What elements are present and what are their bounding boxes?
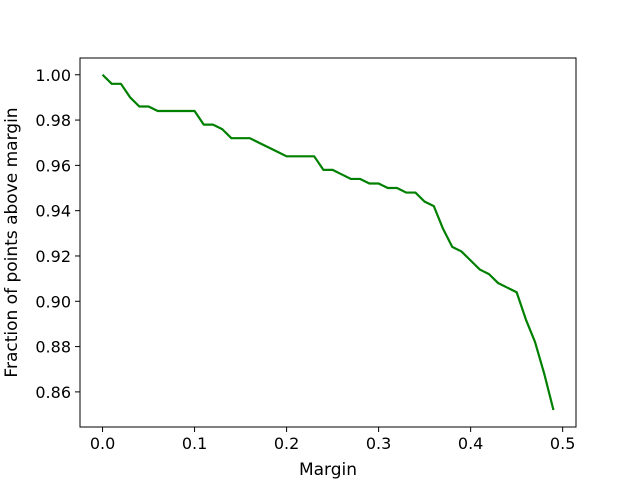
series-line-0 [101, 73, 555, 411]
x-tick-label: 0.1 [182, 434, 207, 453]
x-axis: 0.0 0.1 0.2 0.3 0.4 0.5 [90, 427, 575, 453]
x-tick-label: 0.2 [274, 434, 299, 453]
y-tick-label: 0.98 [35, 111, 71, 130]
series-layer [101, 73, 555, 411]
y-tick-label: 0.92 [35, 247, 71, 266]
y-tick-label: 1.00 [35, 66, 71, 85]
x-axis-title: Margin [299, 460, 357, 480]
y-tick-label: 0.94 [35, 202, 71, 221]
y-axis-title: Fraction of points above margin [2, 107, 22, 377]
plot-area [80, 58, 576, 427]
x-tick-label: 0.4 [458, 434, 483, 453]
plot-frame [79, 57, 577, 428]
y-tick-label: 0.96 [35, 156, 71, 175]
y-axis: 0.86 0.88 0.90 0.92 0.94 0.96 0.98 1.00 [35, 66, 80, 402]
y-tick-label: 0.90 [35, 292, 71, 311]
x-tick-label: 0.0 [90, 434, 115, 453]
y-tick-label: 0.88 [35, 338, 71, 357]
x-tick-label: 0.5 [550, 434, 575, 453]
y-tick-label: 0.86 [35, 383, 71, 402]
x-tick-label: 0.3 [366, 434, 391, 453]
